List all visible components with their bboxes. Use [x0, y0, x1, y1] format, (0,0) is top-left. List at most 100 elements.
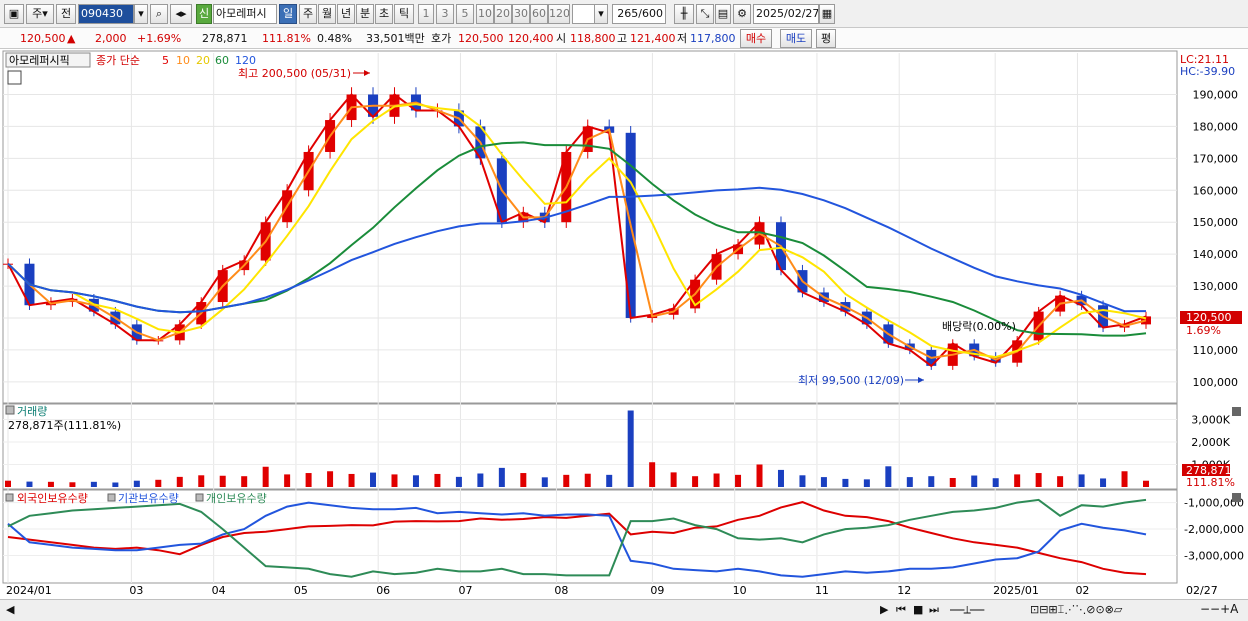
quote-amount: 33,501백만 [366, 32, 425, 45]
search-icon[interactable]: ⌕ [150, 4, 168, 24]
stock-tag-box [5, 52, 91, 68]
period-month[interactable]: 월 [318, 4, 336, 24]
minute-option[interactable]: 60 [530, 4, 548, 24]
volume-bar [241, 476, 248, 487]
price-tick-label: 130,000 [1193, 280, 1239, 293]
sell-button[interactable]: 매도 [780, 29, 812, 48]
period-tick[interactable]: 틱 [394, 4, 414, 24]
zoom-controls-icon[interactable]: −−+A [1200, 602, 1239, 616]
bottom-toolbar: ◀ ▶ ⏮ ■ ⏭ ⎯⎯⎯⟂⎯⎯⎯ ⊡⊟⊞⌶⋰⋱⊘⊙⊗▱ −−+A [0, 599, 1248, 621]
volume-bar [1035, 473, 1042, 487]
quote-bar [0, 28, 1248, 49]
eval-button[interactable]: 평 [816, 29, 836, 48]
zoom-icon[interactable]: ⤡ [696, 4, 714, 24]
stock-chart[interactable]: 100,000110,000120,000130,000140,000150,0… [0, 49, 1248, 599]
period-day[interactable]: 일 [279, 4, 297, 24]
lc-label: LC:21.11 [1180, 53, 1229, 66]
layout-icon[interactable]: ▣ [4, 4, 24, 24]
volume-bar [1078, 474, 1085, 487]
minute-option[interactable]: 5 [456, 4, 474, 24]
minute-option[interactable]: 30 [512, 4, 530, 24]
stop-icon[interactable]: ■ [913, 603, 924, 616]
minute-option[interactable]: 3 [436, 4, 454, 24]
stock-tag: 아모레퍼시픽 [9, 54, 70, 67]
holdings-legend-foreign: 외국인보유수량 [17, 492, 88, 505]
legend-ma60: 60 [215, 54, 229, 67]
prev-button[interactable]: 전 [56, 4, 76, 24]
minute-option[interactable]: 20 [494, 4, 512, 24]
volume-bar [1100, 478, 1107, 487]
count-total: /600 [638, 7, 663, 20]
count-field[interactable]: 265/600 [612, 4, 666, 24]
sound-icon[interactable]: ◂▸ [170, 4, 192, 24]
tools-icon[interactable]: ⊡⊟⊞⌶⋰⋱⊘⊙⊗▱ [1030, 603, 1123, 616]
buy-button[interactable]: 매수 [740, 29, 772, 48]
candle-icon[interactable]: ╫ [674, 4, 694, 24]
holdings-panel [2, 489, 1178, 584]
holdings-handle-icon[interactable] [195, 493, 204, 502]
open-price: 118,800 [570, 32, 616, 45]
last-page-icon[interactable]: ⏭ [929, 603, 939, 616]
x-tick-label: 06 [376, 584, 390, 597]
volume-panel-handle-icon[interactable] [5, 405, 15, 415]
period-second[interactable]: 초 [375, 4, 393, 24]
volume-bar [606, 474, 613, 487]
volume-bar [563, 474, 570, 487]
holdings-tick-label: -2,000,000 [1184, 523, 1244, 536]
volume-bar [584, 473, 591, 487]
gear-icon[interactable]: ⚙ [733, 4, 751, 24]
x-tick-label: 2025/01 [993, 584, 1039, 597]
moving-average-lines [7, 93, 1147, 368]
volume-bar [863, 479, 870, 487]
date-input[interactable]: 2025/02/27 [753, 4, 819, 24]
x-tick-label: 12 [897, 584, 911, 597]
first-page-icon[interactable]: ⏮ [896, 603, 906, 616]
save-icon[interactable]: ▤ [715, 4, 731, 24]
minute-option[interactable]: 1 [418, 4, 434, 24]
volume-bar [756, 464, 763, 487]
volume-bar [348, 473, 355, 487]
code-input[interactable]: 090430 [78, 4, 134, 24]
volume-subtitle: 278,871주(111.81%) [8, 419, 121, 432]
zoom-slider[interactable]: ⎯⎯⎯⟂⎯⎯⎯ [950, 603, 984, 616]
x-last-label: 02/27 [1186, 584, 1218, 597]
volume-bar [799, 475, 806, 487]
volume-bar [541, 477, 548, 487]
calendar-icon[interactable]: ▦ [819, 4, 835, 24]
volume-bar [327, 471, 334, 487]
volume-close-icon[interactable] [1232, 407, 1241, 416]
holdings-close-icon[interactable] [1232, 493, 1241, 502]
period-week[interactable]: 주 [299, 4, 317, 24]
x-tick-label: 05 [294, 584, 308, 597]
x-tick-label: 10 [733, 584, 747, 597]
quote-turnover: 0.48% [317, 32, 352, 45]
type-select[interactable]: 주▾ [26, 4, 54, 24]
volume-bar [777, 469, 784, 487]
volume-bar [498, 467, 505, 487]
holdings-lines [7, 498, 1147, 578]
volume-tick-label: 2,000K [1191, 436, 1230, 449]
table-icon[interactable] [7, 70, 22, 85]
volume-bar [47, 481, 54, 487]
holdings-handle-icon[interactable] [107, 493, 116, 502]
x-tick-label: 02 [1075, 584, 1089, 597]
price-tick-label: 140,000 [1193, 248, 1239, 261]
holdings-handle-icon[interactable] [5, 493, 14, 502]
volume-bar [112, 482, 119, 487]
count-value: 265 [617, 7, 639, 20]
holdings-tick-label: -1,000,000 [1184, 497, 1244, 510]
type-label: 주 [32, 7, 43, 20]
minute-option[interactable]: 120 [548, 4, 570, 24]
minute-dropdown-icon[interactable]: ▾ [594, 4, 608, 24]
low-price: 117,800 [690, 32, 736, 45]
period-year[interactable]: 년 [337, 4, 355, 24]
quote-volume: 278,871 [202, 32, 248, 45]
scroll-left-icon[interactable]: ◀ [6, 603, 15, 616]
period-minute[interactable]: 분 [356, 4, 374, 24]
scroll-right-icon[interactable]: ▶ [880, 603, 889, 616]
holdings-line-1 [7, 501, 1147, 578]
minute-option[interactable]: 10 [476, 4, 494, 24]
code-dropdown-icon[interactable]: ▾ [134, 4, 148, 24]
holdings-tick-label: -3,000,000 [1184, 550, 1244, 563]
legend-ma10: 10 [176, 54, 190, 67]
